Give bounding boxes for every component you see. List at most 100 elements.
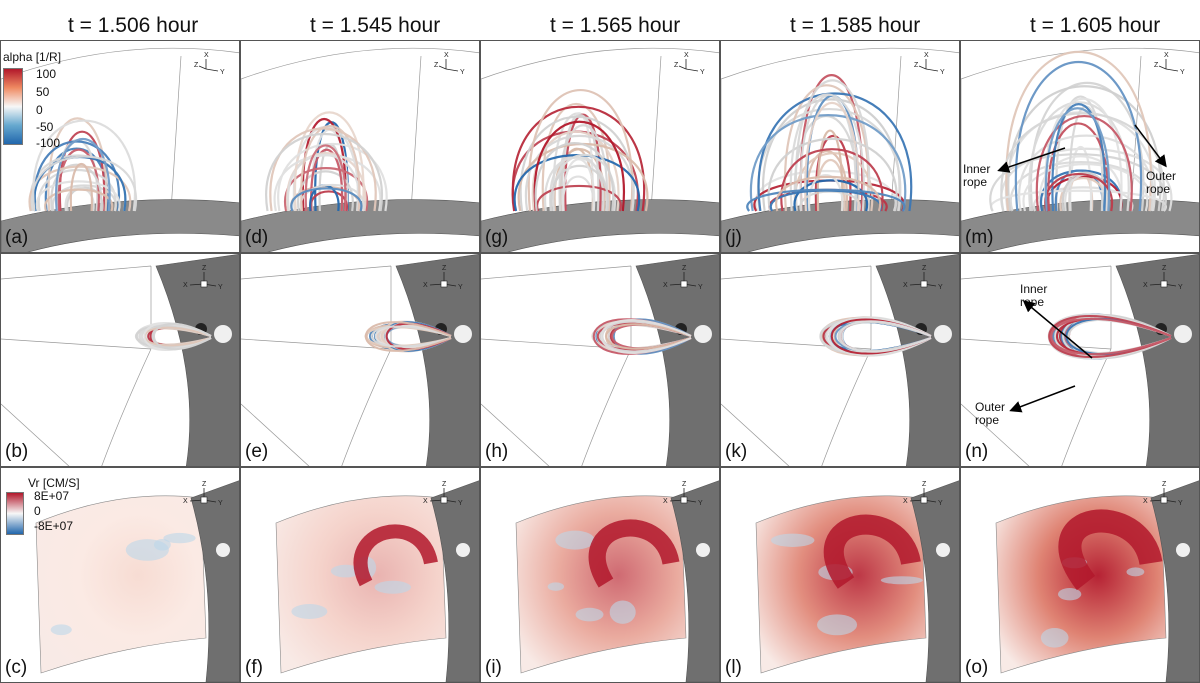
field-line <box>1061 171 1110 212</box>
svg-text:X: X <box>183 498 188 505</box>
solar-surface <box>670 480 719 682</box>
svg-text:X: X <box>444 52 449 59</box>
annotation-inner-rope-m: Inner rope <box>963 162 991 189</box>
solar-surface <box>190 480 239 682</box>
vr-tick-zero: 0 <box>34 504 41 518</box>
svg-text:Y: Y <box>218 500 223 507</box>
alpha-tick-100: 100 <box>36 67 57 81</box>
field-line <box>300 124 361 212</box>
svg-text:X: X <box>924 52 929 59</box>
solar-surface <box>910 480 959 682</box>
svg-text:Y: Y <box>938 500 943 507</box>
svg-text:Y: Y <box>938 284 943 291</box>
field-line <box>511 105 646 212</box>
field-line <box>816 129 844 212</box>
alpha-tick-neg100: -100 <box>36 136 61 150</box>
field-line <box>44 188 114 212</box>
field-line <box>600 319 692 354</box>
annotation-outer-rope-m: Outer rope <box>1146 169 1177 196</box>
field-line <box>139 323 212 350</box>
panel-k: Z Y X (k) <box>720 253 960 467</box>
panel-visualization: Z Y X <box>481 254 719 466</box>
field-line <box>290 187 363 212</box>
field-line <box>562 158 596 212</box>
panel-label: (o) <box>965 657 989 678</box>
field-line <box>749 114 907 212</box>
field-line <box>989 189 1168 212</box>
panel-visualization: Z Y X <box>995 480 1199 682</box>
panel-visualization: Z Y X <box>275 480 479 682</box>
field-line <box>47 117 108 212</box>
svg-text:Z: Z <box>442 481 447 488</box>
vr-colorbar-legend: Vr [CM/S] 8E+07 0 -8E+07 <box>6 476 96 546</box>
svg-text:Z: Z <box>914 62 919 69</box>
svg-text:X: X <box>423 282 428 289</box>
svg-text:Y: Y <box>458 500 463 507</box>
svg-text:Z: Z <box>1154 62 1159 69</box>
panel-label: (n) <box>965 441 989 462</box>
alpha-tick-0: 0 <box>36 103 43 117</box>
field-line <box>793 179 869 212</box>
panel-m: X Y Z (m) <box>960 40 1200 253</box>
panel-label: (f) <box>245 657 263 678</box>
panel-visualization: Z Y X <box>721 254 959 466</box>
field-line <box>746 188 906 212</box>
field-line <box>605 323 692 350</box>
alpha-tick-neg50: -50 <box>36 120 54 134</box>
svg-text:Z: Z <box>1162 481 1167 488</box>
alpha-colorbar <box>3 68 23 145</box>
svg-text:Z: Z <box>202 481 207 488</box>
field-line <box>28 165 132 212</box>
column-title-2: t = 1.545 hour <box>310 14 441 37</box>
field-line <box>613 318 692 355</box>
panel-g: X Y Z (g) <box>480 40 720 253</box>
field-line <box>775 175 882 212</box>
column-title-4: t = 1.585 hour <box>790 14 921 37</box>
panel-h: Z Y X (h) <box>480 253 720 467</box>
alpha-tick-50: 50 <box>36 85 50 99</box>
field-line <box>277 142 388 212</box>
annotation-outer-rope-n: Outer rope <box>975 400 1006 427</box>
solar-surface <box>395 254 479 466</box>
field-line <box>153 322 212 351</box>
panel-n: Z Y X (n) <box>960 253 1200 467</box>
field-line <box>558 124 609 212</box>
panel-visualization: X Y Z <box>961 47 1199 252</box>
panel-label: (d) <box>245 227 269 248</box>
panel-visualization: X Y Z <box>481 47 719 252</box>
field-line <box>1009 160 1153 212</box>
svg-text:X: X <box>423 498 428 505</box>
field-line <box>301 117 347 212</box>
svg-text:X: X <box>204 52 209 59</box>
panel-o: Z Y X (o) <box>960 467 1200 683</box>
svg-text:Z: Z <box>682 265 687 272</box>
panel-j: X Y Z (j) <box>720 40 960 253</box>
panel-i: Z Y X (i) <box>480 467 720 683</box>
svg-text:Y: Y <box>220 69 225 76</box>
field-line <box>35 180 121 212</box>
panel-e: Z Y X (e) <box>240 253 480 467</box>
vr-legend-title: Vr [CM/S] <box>28 476 80 490</box>
panel-label: (i) <box>485 657 502 678</box>
svg-text:Y: Y <box>698 500 703 507</box>
solar-surface <box>241 199 479 252</box>
field-line <box>1018 134 1155 212</box>
alpha-colorbar-legend: alpha [1/R] 100 50 0 -50 -100 <box>3 50 83 160</box>
field-line <box>1038 155 1123 212</box>
field-line <box>550 164 609 212</box>
panel-label: (c) <box>5 657 28 678</box>
solar-surface <box>1115 254 1199 466</box>
panel-visualization: Z Y X <box>515 480 719 682</box>
panel-visualization: X Y Z <box>1 47 239 252</box>
field-line <box>837 321 932 352</box>
panel-label: (g) <box>485 227 509 248</box>
vr-tick-min: -8E+07 <box>34 519 74 533</box>
panel-visualization: Z Y X <box>241 254 479 466</box>
svg-text:Y: Y <box>698 284 703 291</box>
svg-text:Z: Z <box>922 481 927 488</box>
svg-text:Y: Y <box>460 69 465 76</box>
field-line <box>601 320 692 353</box>
panel-label: (e) <box>245 441 269 462</box>
svg-text:X: X <box>1143 282 1148 289</box>
panel-a: X Y Z (a) <box>0 40 240 253</box>
